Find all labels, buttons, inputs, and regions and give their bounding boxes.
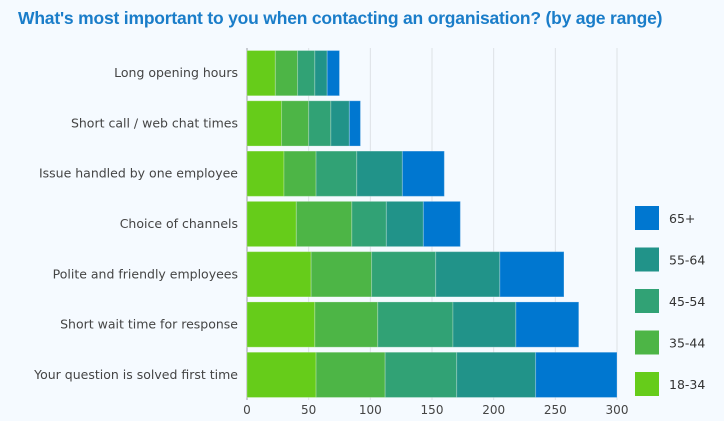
category-label: Polite and friendly employees <box>53 266 238 281</box>
bar-segment-45-54 <box>384 351 458 398</box>
x-tick-label: 0 <box>243 403 251 417</box>
bar-segment-18-34 <box>246 200 297 248</box>
bar-segment-55-64 <box>356 150 403 197</box>
legend-label: 65+ <box>669 211 695 226</box>
legend-swatch-55-64 <box>635 247 659 272</box>
x-tick-label: 200 <box>482 403 505 417</box>
bar-segment-45-54 <box>315 150 358 197</box>
x-tick-label: 50 <box>301 403 316 417</box>
category-labels: Long opening hours Short call / web chat … <box>33 65 238 382</box>
category-label: Issue handled by one employee <box>39 166 238 181</box>
chart-title: What's most important to you when contac… <box>18 8 663 28</box>
legend-label: 18-34 <box>669 377 705 392</box>
bar-segment-55-64 <box>456 351 537 398</box>
bar-segment-55-64 <box>314 50 328 97</box>
category-label: Long opening hours <box>114 65 238 80</box>
bar-segment-65+ <box>401 150 445 197</box>
bar-segment-55-64 <box>435 251 501 298</box>
legend-swatch-45-54 <box>635 289 659 313</box>
bar-segment-35-44 <box>283 150 317 197</box>
bar-segment-55-64 <box>452 301 517 348</box>
category-label: Short wait time for response <box>60 317 238 332</box>
bar-segment-35-44 <box>310 251 373 298</box>
bar-segment-65+ <box>422 200 461 248</box>
category-label: Short call / web chat times <box>71 115 238 130</box>
bar-segment-55-64 <box>385 200 424 248</box>
bar-segment-18-34 <box>246 351 317 398</box>
x-tick-label: 150 <box>421 403 444 417</box>
bar-segment-55-64 <box>330 100 350 147</box>
bar-segment-65+ <box>348 100 361 147</box>
bar-segment-18-34 <box>246 301 316 348</box>
category-label: Your question is solved first time <box>33 367 238 382</box>
legend-label: 45-54 <box>669 294 705 309</box>
legend-swatch-35-44 <box>635 330 659 355</box>
bar-segment-45-54 <box>308 100 332 147</box>
legend-swatch-65+ <box>635 206 659 230</box>
bar-segment-65+ <box>515 301 580 348</box>
bar-segment-45-54 <box>297 50 316 97</box>
x-tick-label: 250 <box>544 403 567 417</box>
x-tick-label: 300 <box>606 403 629 417</box>
legend-label: 55-64 <box>669 253 705 268</box>
bar-segment-18-34 <box>246 150 285 197</box>
legend-swatch-18-34 <box>635 372 659 396</box>
bar-segment-35-44 <box>274 50 299 97</box>
legend-label: 35-44 <box>669 336 705 351</box>
bar-segment-18-34 <box>246 50 276 97</box>
bar-segment-35-44 <box>314 301 379 348</box>
bar-segment-65+ <box>499 251 565 298</box>
bar-segment-45-54 <box>371 251 437 298</box>
bar-segment-65+ <box>326 50 340 97</box>
bar-segment-18-34 <box>246 100 283 147</box>
bar-segment-35-44 <box>315 351 386 398</box>
bar-segment-45-54 <box>351 200 387 248</box>
bar-segment-45-54 <box>377 301 454 348</box>
bar-segment-18-34 <box>246 251 312 298</box>
bars <box>246 50 618 398</box>
x-tick-label: 100 <box>359 403 382 417</box>
bar-segment-35-44 <box>295 200 353 248</box>
legend: 65+ 55-64 45-54 35-44 18-34 <box>635 206 705 396</box>
bar-segment-65+ <box>535 351 618 398</box>
bar-segment-35-44 <box>281 100 310 147</box>
category-label: Choice of channels <box>120 216 238 231</box>
x-tick-labels: 0 50 100 150 200 250 300 <box>243 403 628 417</box>
